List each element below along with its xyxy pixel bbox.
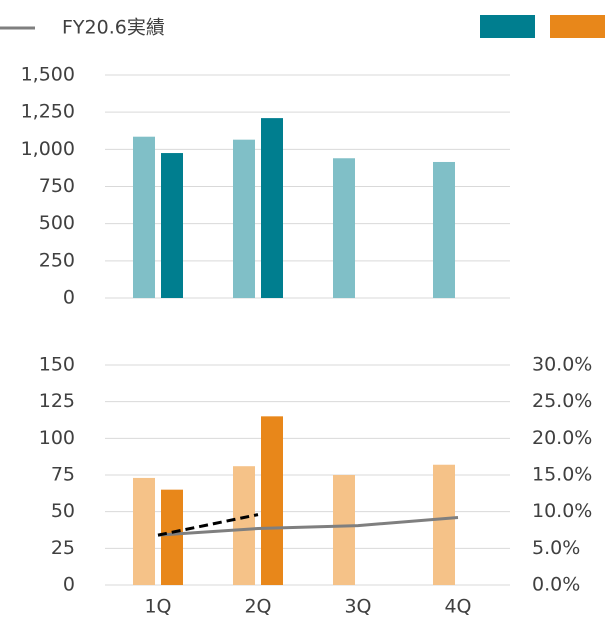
y2-tick-label: 15.0%: [532, 464, 592, 486]
bar: [133, 477, 155, 585]
y-tick-label: 50: [51, 500, 75, 522]
bar: [433, 161, 455, 298]
bar: [333, 158, 355, 298]
y-tick-label: 150: [39, 354, 75, 376]
y-tick-label: 500: [39, 212, 75, 234]
legend-swatch: [550, 15, 605, 38]
bar: [261, 416, 283, 585]
y2-tick-label: 20.0%: [532, 427, 592, 449]
y-tick-label: 100: [39, 427, 75, 449]
bar: [233, 139, 255, 298]
bar: [161, 153, 183, 298]
x-tick-label: 4Q: [444, 596, 471, 618]
bar: [233, 466, 255, 585]
y-tick-label: 75: [51, 464, 75, 486]
line: [157, 516, 459, 537]
y-tick-label: 750: [39, 175, 75, 197]
y-tick-label: 1,250: [21, 101, 75, 123]
y-tick-label: 25: [51, 537, 75, 559]
line: [157, 513, 259, 537]
bar: [161, 489, 183, 585]
y2-tick-label: 25.0%: [532, 390, 592, 412]
y-tick-label: 250: [39, 249, 75, 271]
y-tick-label: 0: [63, 287, 75, 309]
legend-label: FY20.6実績: [62, 17, 165, 39]
y-tick-label: 1,500: [21, 64, 75, 86]
y-tick-label: 1,000: [21, 138, 75, 160]
y2-tick-label: 10.0%: [532, 500, 592, 522]
bar: [261, 118, 283, 298]
x-tick-label: 2Q: [244, 596, 271, 618]
y2-tick-label: 5.0%: [532, 537, 580, 559]
y2-tick-label: 0.0%: [532, 574, 580, 596]
x-tick-label: 1Q: [144, 596, 171, 618]
bar: [433, 464, 455, 585]
legend-swatch: [480, 15, 535, 38]
y-tick-label: 125: [39, 390, 75, 412]
y2-tick-label: 30.0%: [532, 354, 592, 376]
bar: [133, 136, 155, 298]
y-tick-label: 0: [63, 574, 75, 596]
bar: [333, 475, 355, 585]
x-tick-label: 3Q: [344, 596, 371, 618]
